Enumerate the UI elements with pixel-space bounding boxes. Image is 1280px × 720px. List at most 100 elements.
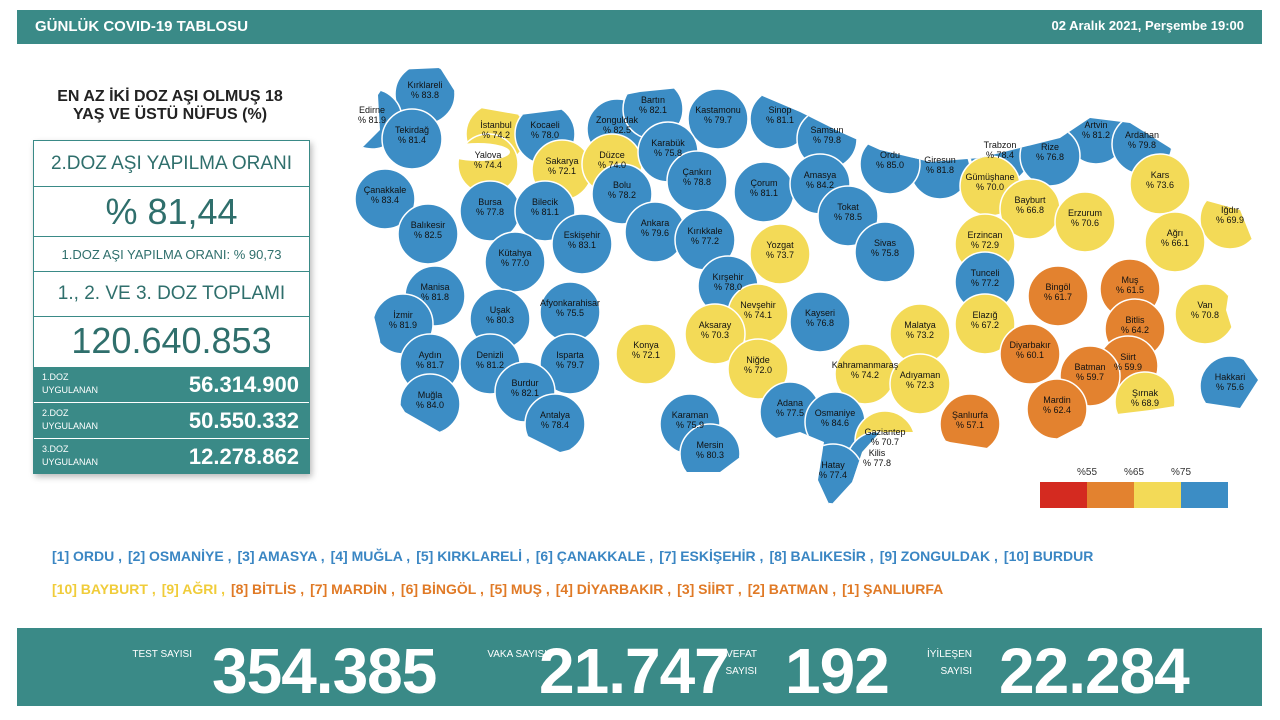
province-name: Burdur — [511, 378, 538, 388]
province-name: Kütahya — [498, 248, 531, 258]
province-value: % 82.5 — [603, 125, 631, 135]
ranking-item: [5] MUŞ , — [489, 581, 550, 597]
stat-label: VAKA SAYISI — [487, 649, 547, 660]
province-value: % 59.9 — [1114, 362, 1142, 372]
province-value: % 74.2 — [851, 370, 879, 380]
province-value: % 83.4 — [371, 195, 399, 205]
province-name: Erzincan — [967, 230, 1002, 240]
header: GÜNLÜK COVID-19 TABLOSU 02 Aralık 2021, … — [17, 10, 1262, 44]
province-value: % 82.5 — [414, 230, 442, 240]
ranking-item: [6] ÇANAKKALE , — [535, 548, 654, 564]
province-value: % 84.6 — [821, 418, 849, 428]
ranking-item: [10] BURDUR — [1003, 548, 1094, 564]
province-value: % 72.3 — [906, 380, 934, 390]
province-name: Kırklareli — [407, 80, 442, 90]
province-name: Van — [1197, 300, 1212, 310]
province-name: Bingöl — [1045, 282, 1070, 292]
province-name: Yalova — [475, 150, 502, 160]
province-name: Isparta — [556, 350, 584, 360]
province-value: % 67.2 — [971, 320, 999, 330]
province-value: % 81.2 — [476, 360, 504, 370]
province-value: % 85.0 — [876, 160, 904, 170]
province-value: % 80.3 — [486, 315, 514, 325]
province — [1027, 265, 1089, 327]
province-value: % 72.1 — [632, 350, 660, 360]
province-name: Afyonkarahisar — [540, 298, 600, 308]
province-value: % 72.1 — [548, 166, 576, 176]
province-value: % 75.8 — [871, 248, 899, 258]
province-name: Gaziantep — [864, 427, 905, 437]
province-value: % 75.9 — [676, 420, 704, 430]
legend-label: %75 — [1171, 467, 1191, 478]
province — [749, 223, 811, 285]
province-name: Konya — [633, 340, 659, 350]
province — [954, 293, 1016, 355]
province-name: Kastamonu — [695, 105, 741, 115]
province-name: Rize — [1041, 142, 1059, 152]
province-value: % 78.4 — [986, 150, 1014, 160]
stat-label: İYİLEŞEN SAYISI — [926, 649, 972, 677]
province-value: % 81.2 — [1082, 130, 1110, 140]
province-value: % 84.0 — [416, 400, 444, 410]
province-value: % 66.8 — [1016, 205, 1044, 215]
province-value: % 68.9 — [1131, 398, 1159, 408]
dose-row: 1.DOZ UYGULANAN 56.314.900 — [34, 366, 309, 402]
province-name: Siirt — [1120, 352, 1136, 362]
province-name: Çorum — [750, 178, 777, 188]
dose-row-value: 56.314.900 — [188, 372, 299, 397]
province-value: % 84.2 — [806, 180, 834, 190]
dose-row: 2.DOZ UYGULANAN 50.550.332 — [34, 402, 309, 438]
province-value: % 83.1 — [568, 240, 596, 250]
province — [889, 353, 951, 415]
ranking-item: [6] BİNGÖL , — [400, 581, 484, 597]
province-name: Mardin — [1043, 395, 1071, 405]
province-name: Kocaeli — [530, 120, 560, 130]
province-name: Trabzon — [984, 140, 1017, 150]
vaccine-panel: 2.DOZ AŞI YAPILMA ORANI % 81,44 1.DOZ AŞ… — [33, 140, 310, 474]
province — [615, 323, 677, 385]
province-name: Yozgat — [766, 240, 794, 250]
province-name: Tekirdağ — [395, 125, 429, 135]
dose-row-label: 1.DOZ UYGULANAN — [42, 372, 99, 395]
province-value: % 81.8 — [421, 292, 449, 302]
province-value: % 57.1 — [956, 420, 984, 430]
province-value: % 82.1 — [511, 388, 539, 398]
total-label: 1., 2. VE 3. DOZ TOPLAMI — [34, 272, 309, 317]
ranking-item: [1] ŞANLIURFA — [842, 581, 944, 597]
province-name: Artvin — [1084, 120, 1107, 130]
province-name: Düzce — [599, 150, 625, 160]
header-title: GÜNLÜK COVID-19 TABLOSU — [35, 18, 249, 35]
stat-value: 21.747 — [539, 635, 730, 707]
province-name: Giresun — [924, 155, 956, 165]
ranking-item: [8] BALIKESİR , — [769, 548, 874, 564]
legend-swatch — [1134, 482, 1181, 508]
province-name: Amasya — [804, 170, 837, 180]
province-name: İzmir — [393, 310, 413, 320]
stat-label: VEFAT SAYISI — [725, 649, 758, 677]
dose-row-value: 50.550.332 — [188, 408, 299, 433]
ranking-item: [7] MARDİN , — [310, 581, 395, 597]
province-value: % 81.1 — [531, 207, 559, 217]
province-value: % 72.0 — [744, 365, 772, 375]
province-name: Karabük — [651, 138, 685, 148]
dose-row-label: 3.DOZ UYGULANAN — [42, 444, 99, 467]
province-value: % 66.1 — [1161, 238, 1189, 248]
province-name: Kayseri — [805, 308, 835, 318]
province-value: % 75.5 — [556, 308, 584, 318]
province-name: Bitlis — [1125, 315, 1145, 325]
province-value: % 76.8 — [806, 318, 834, 328]
province-value: % 78.0 — [714, 282, 742, 292]
ranking-item: [5] KIRKLARELİ , — [416, 548, 530, 564]
province-value: % 83.8 — [411, 90, 439, 100]
province-name: İstanbul — [480, 120, 512, 130]
province-name: Gümüşhane — [965, 172, 1014, 182]
province-value: % 69.9 — [1216, 215, 1244, 225]
province-name: Nevşehir — [740, 300, 776, 310]
dose-row-label: 2.DOZ UYGULANAN — [42, 408, 99, 431]
province-value: % 79.7 — [556, 360, 584, 370]
legend-swatch — [1181, 482, 1228, 508]
stat-value: 354.385 — [212, 635, 437, 707]
province-name: Şanlıurfa — [952, 410, 988, 420]
province — [687, 88, 749, 150]
province-value: % 79.8 — [813, 135, 841, 145]
